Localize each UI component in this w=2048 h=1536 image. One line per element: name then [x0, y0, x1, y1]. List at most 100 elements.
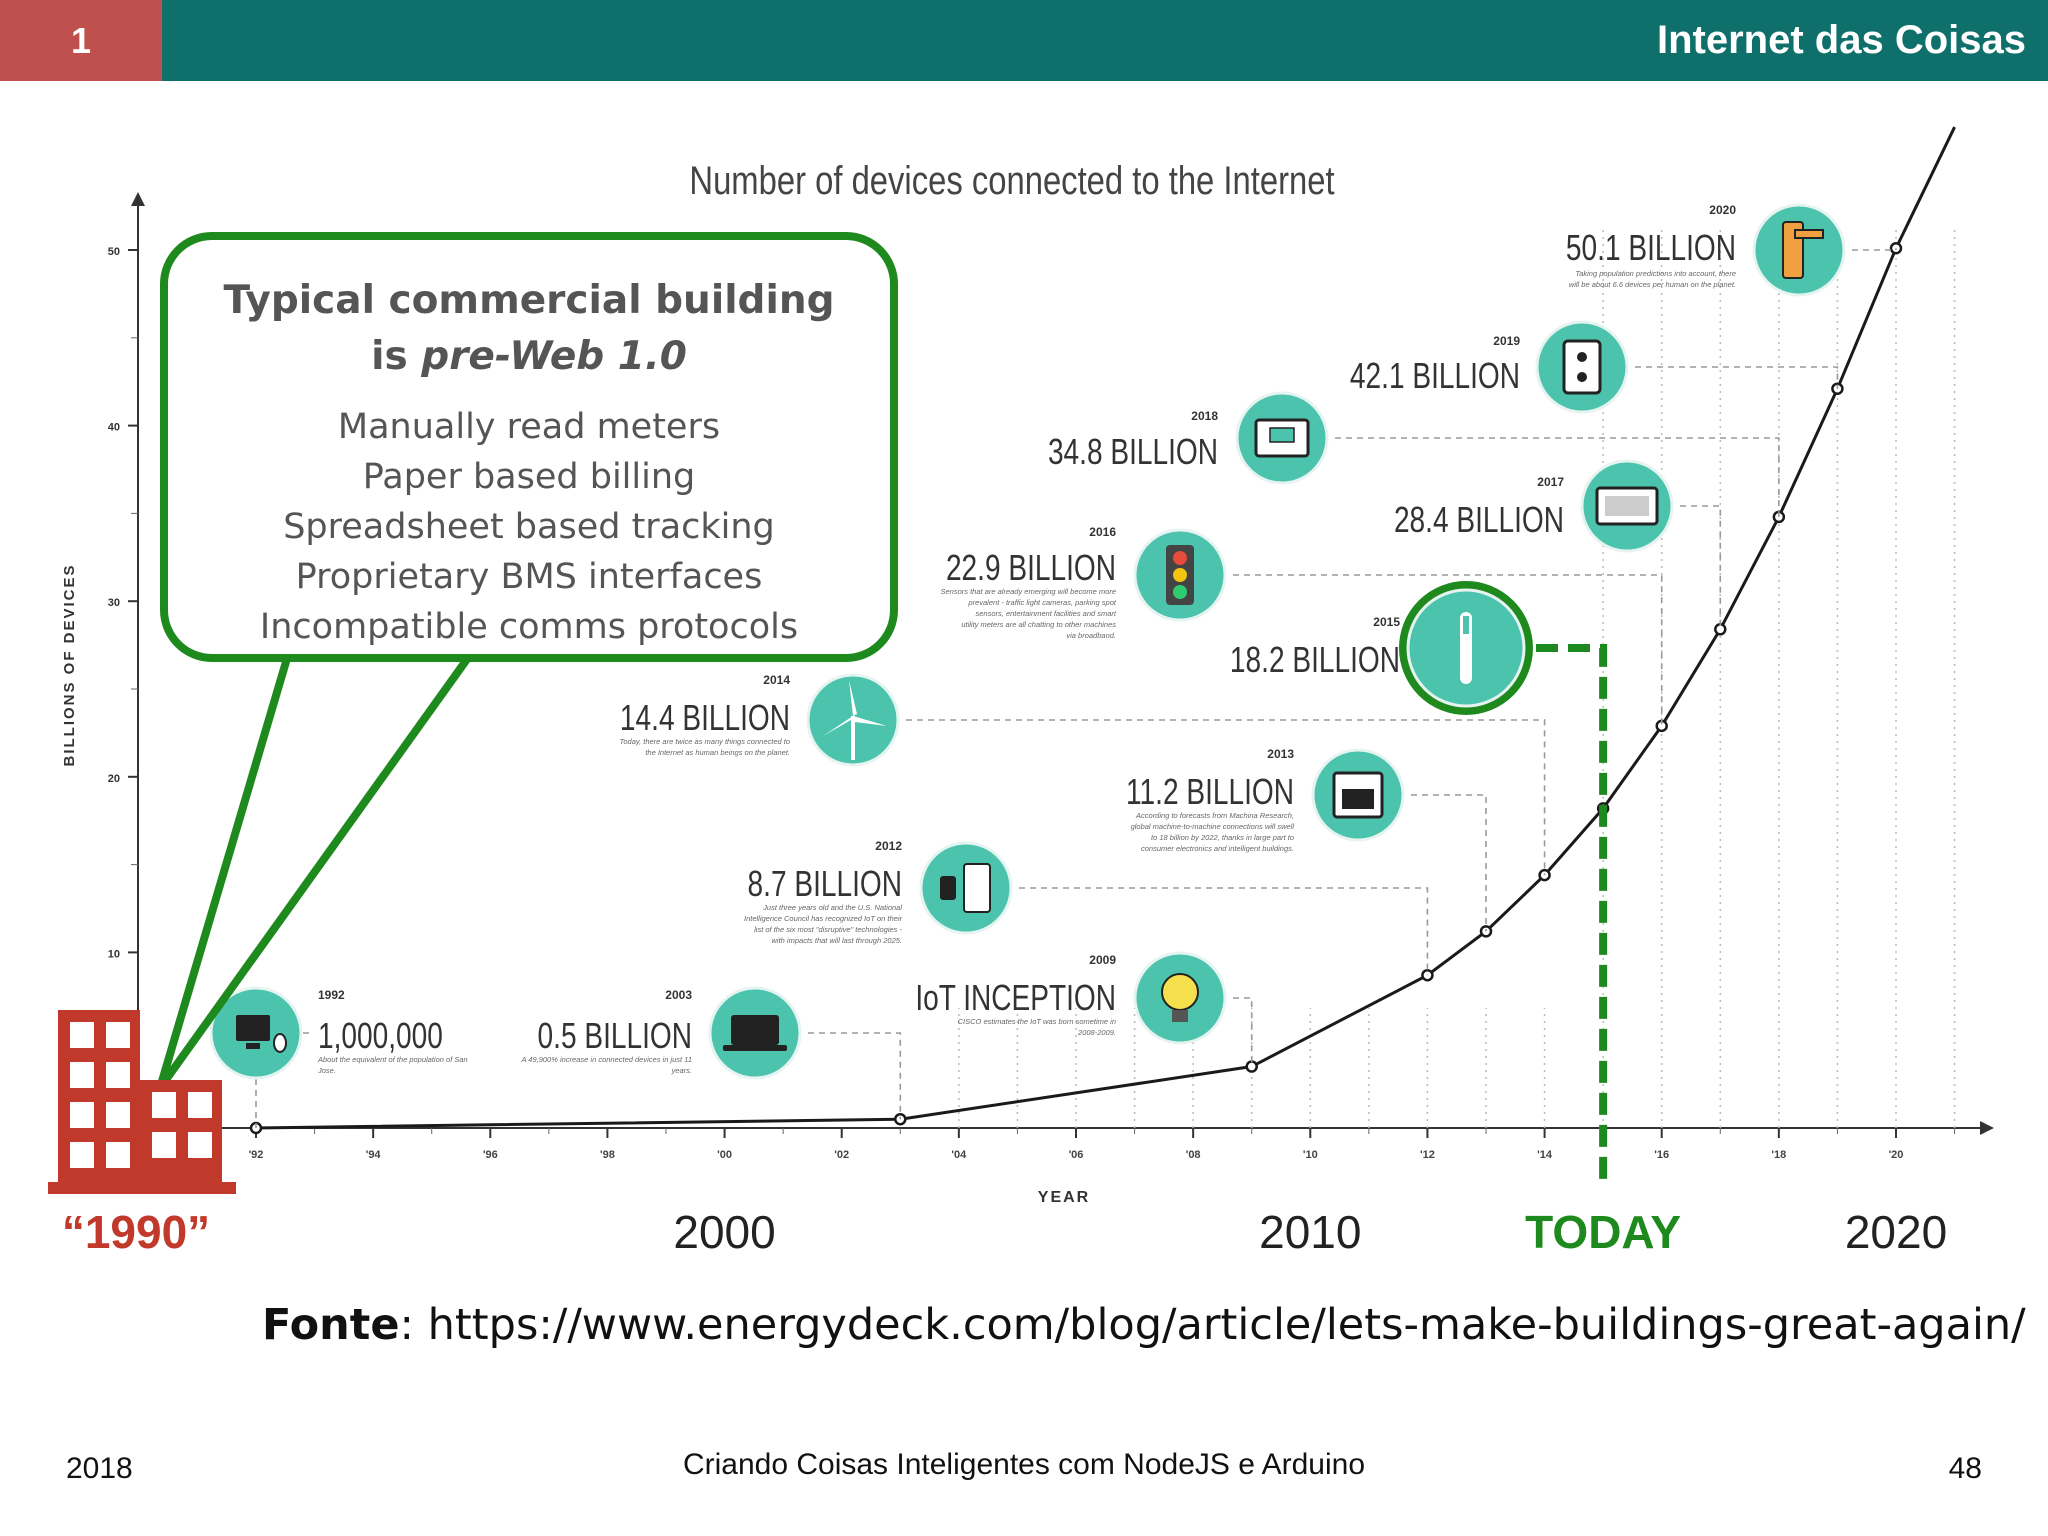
x-tick-label: '98 [600, 1149, 615, 1161]
monitor-icon [1605, 496, 1649, 516]
annotation-note: to 18 billion by 2022, thanks in large p… [1151, 833, 1294, 842]
computer-icon [236, 1015, 270, 1041]
annotation-value: 8.7 BILLION [748, 864, 902, 904]
source-label: Fonte [262, 1300, 400, 1350]
decade-label: “1990” [62, 1206, 210, 1258]
annotation-year: 2016 [1089, 525, 1116, 539]
x-axis-arrow [1980, 1121, 1994, 1135]
annotation-note: Sensors that are already emerging will b… [941, 587, 1117, 596]
leader-line [906, 719, 1546, 876]
decade-label: 2010 [1259, 1206, 1361, 1258]
x-tick-label: '10 [1303, 1149, 1318, 1161]
leader-line [1233, 574, 1663, 726]
callout-list: Manually read meters Paper based billing… [168, 402, 890, 652]
x-tick-label: '14 [1537, 1149, 1553, 1161]
annotation-note: utility meters are all chatting to other… [961, 620, 1116, 629]
annotation-note: Today, there are twice as many things co… [619, 737, 790, 746]
callout-item: Manually read meters [337, 407, 721, 447]
x-axis-label: YEAR [1038, 1189, 1090, 1206]
annotation-year: 2013 [1267, 747, 1294, 761]
annotation-note: Taking population predictions into accou… [1575, 269, 1736, 278]
highlight-ring [1399, 581, 1533, 715]
y-tick-label: 30 [108, 597, 120, 609]
chart-title: Number of devices connected to the Inter… [689, 158, 1334, 203]
annotation-value: IoT INCEPTION [915, 978, 1116, 1018]
x-tick-label: '94 [366, 1149, 382, 1161]
annotation-year: 2019 [1493, 334, 1520, 348]
annotation-value: 28.4 BILLION [1394, 500, 1564, 540]
annotation-year: 2014 [763, 673, 790, 687]
decade-label: 2020 [1845, 1206, 1947, 1258]
power-outlet-icon [1562, 339, 1602, 395]
x-tick-label: '04 [951, 1149, 967, 1161]
annotation-note: About the equivalent of the population o… [317, 1055, 468, 1064]
annotation-year: 2020 [1709, 203, 1736, 217]
x-tick-label: '18 [1771, 1149, 1786, 1161]
leader-line [1411, 794, 1487, 932]
annotation-value: 0.5 BILLION [538, 1016, 692, 1056]
x-tick-label: '96 [483, 1149, 498, 1161]
source-citation: Fonte: https://www.energydeck.com/blog/a… [262, 1300, 2026, 1350]
annotation-note: Jose. [317, 1066, 336, 1075]
annotation-note: According to forecasts from Machina Rese… [1135, 811, 1294, 820]
traffic-light-icon [1173, 585, 1187, 599]
leader-line [1680, 505, 1722, 630]
laptop-icon [723, 1045, 787, 1051]
speech-bubble-callout: Typical commercial building is pre-Web 1… [160, 232, 898, 662]
annotation-value: 1,000,000 [318, 1016, 443, 1056]
y-tick-label: 10 [108, 948, 120, 960]
x-tick-label: '92 [249, 1149, 264, 1161]
annotation-year: 2003 [665, 988, 692, 1002]
source-url[interactable]: https://www.energydeck.com/blog/article/… [427, 1300, 2026, 1350]
today-marker-line [1536, 644, 1608, 1185]
annotation-note: prevalent - traffic light cameras, parki… [967, 598, 1116, 607]
annotation-value: 50.1 BILLION [1566, 228, 1736, 268]
header-bar: 1 Internet das Coisas [0, 0, 2048, 81]
building-icon [48, 1010, 236, 1194]
x-tick-label: '08 [1186, 1149, 1201, 1161]
annotation-value: 18.2 BILLION [1230, 640, 1400, 680]
slide-title: Internet das Coisas [1656, 18, 2026, 62]
traffic-light-icon [1173, 551, 1187, 565]
annotation-note: Just three years old and the U.S. Nation… [762, 903, 902, 912]
callout-item: Proprietary BMS interfaces [295, 557, 763, 597]
callout-item: Incompatible comms protocols [259, 607, 799, 647]
x-tick-label: '02 [834, 1149, 849, 1161]
annotation-note: sensors, entertainment facilities and sm… [976, 609, 1117, 618]
callout-subtitle: is pre-Web 1.0 [168, 330, 890, 384]
annotation-year: 2009 [1089, 953, 1116, 967]
annotation-year: 2012 [875, 839, 902, 853]
power-outlet-icon [1577, 352, 1587, 362]
y-axis-arrow [131, 192, 145, 206]
annotation-year: 2015 [1373, 615, 1400, 629]
annotation-value: 22.9 BILLION [946, 548, 1116, 588]
devices-chart: Number of devices connected to the Inter… [48, 126, 1994, 1258]
wind-turbine-icon [823, 680, 887, 736]
leader-line [1852, 248, 1897, 251]
annotation-year: 1992 [318, 988, 345, 1002]
annotation-value: 42.1 BILLION [1350, 356, 1520, 396]
data-point [1714, 623, 1727, 636]
oven-icon [1342, 789, 1374, 809]
footer-page-number: 48 [1948, 1452, 1982, 1485]
annotation-value: 11.2 BILLION [1126, 772, 1294, 812]
annotation-year: 2017 [1537, 475, 1564, 489]
traffic-light-icon [1173, 568, 1187, 582]
y-tick-label: 20 [108, 773, 120, 785]
x-tick-label: '00 [717, 1149, 732, 1161]
y-axis-label: BILLIONS OF DEVICES [61, 563, 78, 766]
y-tick-label: 50 [108, 246, 120, 258]
leader-line [1335, 437, 1780, 517]
callout-subtitle-prefix: is [371, 334, 422, 379]
annotation-note: with impacts that will last through 2025… [772, 936, 902, 945]
annotation-value: 34.8 BILLION [1048, 432, 1218, 472]
door-handle-icon [1794, 229, 1824, 239]
computer-icon [246, 1043, 260, 1049]
power-outlet-icon [1577, 372, 1587, 382]
leader-line [1635, 366, 1839, 389]
y-tick-label: 40 [108, 422, 120, 434]
footer-course: Criando Coisas Inteligentes com NodeJS e… [682, 1448, 1366, 1481]
annotation-note: CISCO estimates the IoT was born sometim… [958, 1017, 1116, 1026]
thermostat-icon [1269, 427, 1295, 443]
toothbrush-icon [1463, 616, 1469, 634]
